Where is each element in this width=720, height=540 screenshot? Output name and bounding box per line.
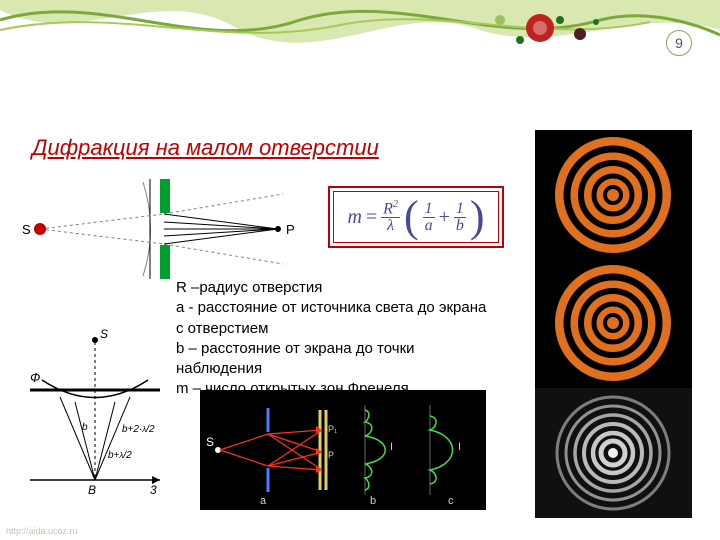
- def-b: b – расстояние от экрана до точки наблюд…: [176, 339, 496, 380]
- svg-text:a: a: [260, 495, 267, 507]
- aperture-ray-diagram: S P: [18, 174, 298, 284]
- svg-text:Ф: Ф: [30, 370, 40, 385]
- svg-text:I: I: [458, 441, 461, 453]
- svg-text:I: I: [390, 441, 393, 453]
- label-p: P: [286, 222, 295, 237]
- svg-text:b: b: [82, 422, 88, 433]
- formula-lhs: m: [347, 206, 361, 229]
- diffraction-rings-gray: [535, 388, 692, 518]
- def-r: R –радиус отверстия: [176, 278, 496, 298]
- svg-text:B: B: [88, 483, 96, 497]
- svg-text:P₁: P₁: [328, 424, 337, 434]
- def-a: a - расстояние от источника света до экр…: [176, 298, 496, 339]
- slide-title: Дифракция на малом отверстии: [32, 135, 379, 161]
- watermark: http://aida.ucoz.ru: [6, 526, 78, 536]
- banner-decoration: [0, 0, 720, 60]
- definitions-block: R –радиус отверстия a - расстояние от ис…: [176, 278, 496, 400]
- label-s: S: [22, 222, 31, 237]
- wavefront-cone-diagram: S Ф B 3 b+λ/2 b+2·λ/2 b: [20, 320, 170, 500]
- page-number: 9: [666, 30, 692, 56]
- svg-text:3: 3: [150, 483, 157, 497]
- svg-text:S: S: [206, 435, 214, 449]
- intensity-diagram: S P₁ P I I a b c: [200, 390, 486, 510]
- svg-text:P: P: [328, 450, 334, 460]
- svg-text:b+λ/2: b+λ/2: [108, 450, 132, 461]
- svg-text:b+2·λ/2: b+2·λ/2: [122, 424, 155, 435]
- formula-box: m = R2 λ ( 1a + 1b ): [328, 186, 504, 248]
- svg-text:S: S: [100, 327, 108, 341]
- diffraction-rings-orange-2: [535, 258, 692, 388]
- diffraction-rings-orange-1: [535, 130, 692, 260]
- svg-text:c: c: [448, 495, 454, 507]
- svg-text:b: b: [370, 495, 376, 507]
